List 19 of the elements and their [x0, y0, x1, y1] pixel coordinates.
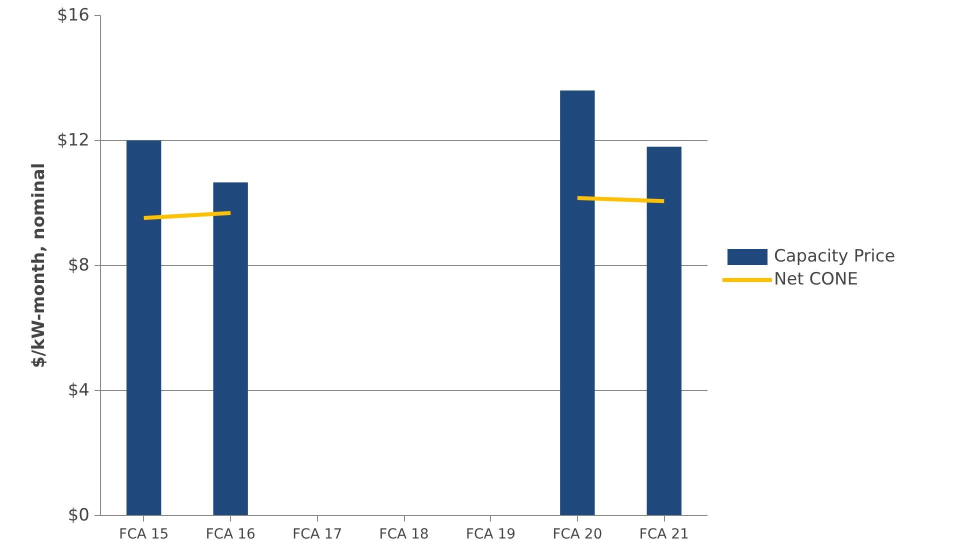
legend-label: Net CONE: [774, 269, 858, 289]
bar: [560, 90, 595, 516]
y-tick-label: $4: [68, 380, 90, 400]
y-tick-label: $0: [68, 506, 90, 526]
x-tick-label: FCA 15: [119, 526, 169, 542]
y-tick-label: $16: [57, 6, 90, 26]
x-tick-label: FCA 19: [466, 526, 516, 542]
x-tick-label: FCA 18: [379, 526, 429, 542]
y-axis-title: $/kW-month, nominal: [29, 162, 50, 368]
y-tick-label: $8: [68, 256, 90, 276]
x-tick-label: FCA 17: [292, 526, 342, 542]
y-tick-label: $12: [57, 130, 90, 150]
x-tick-label: FCA 21: [639, 526, 689, 542]
legend-label: Capacity Price: [774, 246, 896, 266]
x-tick-label: FCA 20: [552, 526, 602, 542]
bar: [646, 146, 682, 516]
x-tick-label: FCA 16: [206, 526, 256, 542]
bar: [213, 182, 248, 516]
bar: [126, 140, 162, 516]
